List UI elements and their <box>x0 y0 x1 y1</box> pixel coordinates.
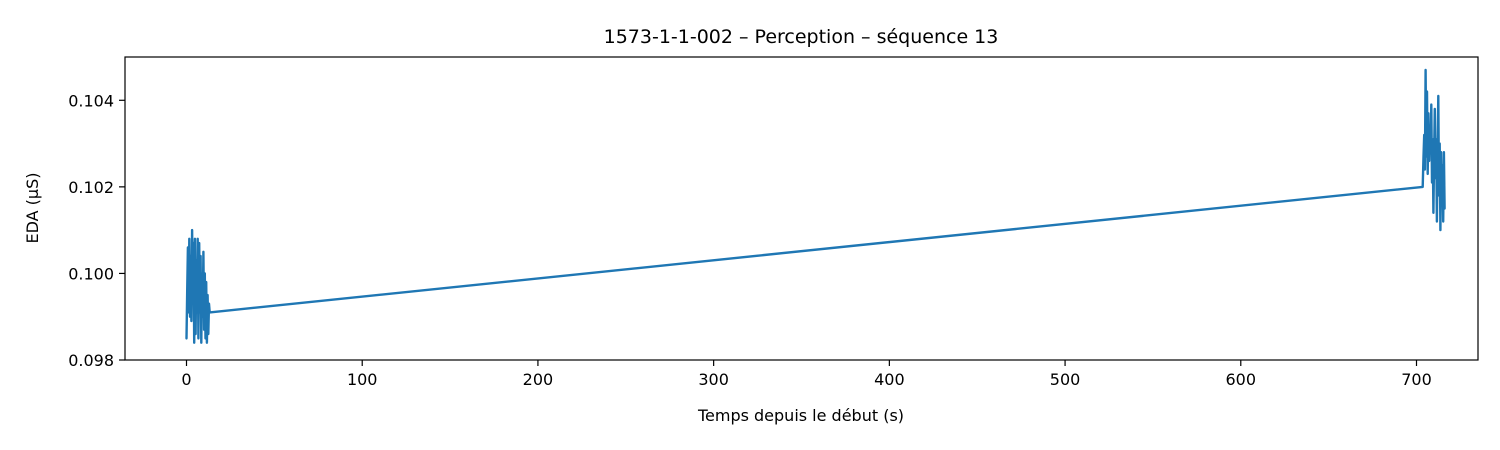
y-axis: 0.098 0.100 0.102 0.104 <box>68 91 125 370</box>
x-axis: 0 100 200 300 400 500 600 700 <box>181 360 1432 389</box>
y-tick-label: 0.102 <box>68 178 114 197</box>
series-line <box>185 68 1446 344</box>
x-tick-label: 400 <box>874 370 905 389</box>
y-tick-label: 0.098 <box>68 351 114 370</box>
y-axis-label: EDA (µS) <box>23 173 42 244</box>
x-tick-label: 600 <box>1226 370 1257 389</box>
x-tick-label: 500 <box>1050 370 1081 389</box>
y-tick-label: 0.104 <box>68 91 114 110</box>
x-tick-label: 700 <box>1401 370 1432 389</box>
x-tick-label: 100 <box>347 370 378 389</box>
plot-area <box>124 56 1479 361</box>
x-tick-label: 0 <box>181 370 191 389</box>
chart-title: 1573-1-1-002 – Perception – séquence 13 <box>604 26 999 48</box>
x-tick-label: 200 <box>523 370 554 389</box>
x-tick-label: 300 <box>698 370 729 389</box>
x-axis-label: Temps depuis le début (s) <box>697 406 904 425</box>
y-tick-label: 0.100 <box>68 264 114 283</box>
axes-frame <box>124 56 1479 361</box>
series-layer <box>185 68 1446 344</box>
